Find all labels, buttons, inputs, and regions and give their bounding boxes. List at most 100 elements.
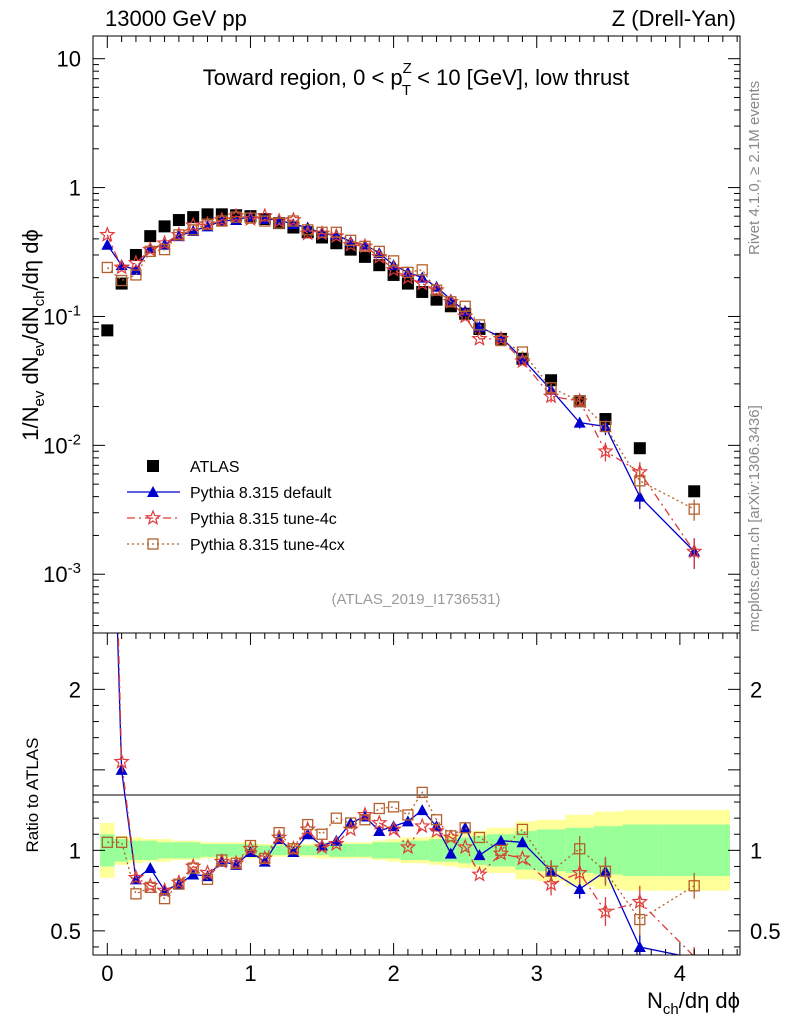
main-point-atlas	[144, 230, 157, 243]
ratio-band-inner	[143, 840, 158, 861]
main-point-tune4cx	[158, 243, 171, 256]
ratio-point-tune4cx	[230, 857, 242, 869]
title-post: < 10 [GeV], low thrust	[411, 65, 629, 90]
main-point-tune4cx	[387, 255, 400, 267]
ratio-point-tune4cx	[115, 836, 128, 848]
header-left: 13000 GeV pp	[105, 6, 247, 31]
main-marks	[99, 207, 703, 569]
ratio-y-tick-label-right: 2	[750, 677, 762, 702]
ratio-band-inner	[386, 842, 401, 859]
ratio-point-tune4c	[399, 838, 417, 855]
ratio-point-tune4c	[199, 864, 216, 880]
ratio-band-inner	[415, 840, 430, 861]
ratio-y-ticks: 0.5 0.5 1 1 2 2	[50, 656, 781, 948]
main-point-tune4cx	[259, 215, 271, 227]
main-point-tune4c	[685, 542, 703, 559]
ratio-point-tune4c	[113, 753, 130, 769]
ratio-point-default	[444, 847, 457, 859]
legend-marker-tune4cx	[147, 538, 159, 550]
ratio-point-tune4cx	[330, 812, 342, 824]
main-point-tune4cx	[634, 475, 646, 487]
ratio-point-tune4c	[413, 817, 431, 834]
main-point-default	[516, 352, 529, 364]
main-point-tune4cx	[101, 261, 113, 274]
ratio-band-inner	[329, 843, 344, 857]
ratio-point-tune4c	[370, 814, 388, 830]
ratio-point-tune4cx	[187, 862, 199, 874]
main-point-tune4cx	[416, 264, 428, 276]
ratio-band-inner	[622, 824, 659, 877]
main-line-tune4c	[106, 215, 695, 552]
ratio-point-tune4cx	[387, 801, 400, 813]
main-line-default	[106, 215, 695, 552]
ratio-point-tune4cx	[459, 822, 471, 834]
ratio-frame	[92, 632, 741, 956]
main-point-tune4cx	[373, 245, 385, 258]
ratio-point-tune4cx	[516, 823, 529, 836]
main-y-tick-label: 10-2	[43, 431, 81, 458]
ratio-point-tune4cx	[634, 913, 646, 926]
main-point-atlas	[115, 277, 128, 290]
ratio-band-inner	[200, 843, 215, 857]
main-point-tune4c	[256, 207, 273, 224]
ratio-band-inner	[658, 824, 730, 877]
ratio-point-tune4c	[514, 849, 531, 866]
ratio-point-default	[115, 763, 128, 775]
ratio-point-default	[187, 868, 200, 880]
ratio-point-default	[416, 804, 429, 816]
ratio-x-tick-label: 4	[674, 961, 686, 986]
main-point-tune4cx	[473, 319, 486, 331]
title-sub: T	[402, 82, 411, 99]
main-point-tune4c	[99, 226, 116, 242]
ratio-y-tick-label-left: 2	[69, 677, 81, 702]
main-point-tune4c	[156, 234, 173, 251]
main-point-tune4cx	[445, 296, 457, 308]
legend-label-default: Pythia 8.315 default	[190, 485, 332, 502]
main-point-default	[115, 259, 128, 271]
main-point-tune4c	[184, 216, 202, 233]
main-point-tune4c	[597, 442, 614, 459]
legend: ATLAS Pythia 8.315 default Pythia 8.315 tu…	[127, 459, 345, 554]
ratio-point-tune4cx	[130, 888, 142, 900]
main-y-axis-label: 1/Nev dNev/dNch/dη dϕ	[18, 229, 48, 441]
ratio-x-tick-label: 3	[531, 961, 543, 986]
ratio-point-tune4c	[127, 869, 145, 885]
main-point-tune4cx	[345, 234, 357, 246]
main-point-tune4c	[414, 274, 431, 291]
ratio-line-default	[116, 633, 682, 955]
main-point-tune4cx	[516, 346, 529, 358]
ratio-point-default	[573, 882, 586, 894]
main-point-atlas	[633, 442, 646, 455]
main-point-tune4cx	[599, 420, 612, 433]
main-point-tune4c	[456, 307, 474, 324]
ratio-point-tune4cx	[574, 843, 586, 855]
main-point-tune4cx	[230, 211, 242, 223]
mcplots-label: mcplots.cern.ch [arXiv:1306.3436]	[746, 405, 763, 632]
ratio-point-default	[401, 815, 414, 827]
ratio-point-tune4cx	[244, 839, 257, 852]
ratio-point-tune4c	[471, 865, 488, 882]
ratio-point-default	[230, 858, 243, 870]
main-point-tune4cx	[287, 215, 300, 227]
ratio-band-inner	[186, 842, 201, 859]
ratio-panel: 0.5 0.5 1 1 2 2 0 1 2 3 4 Ratio to ATLAS Nch/dη d…	[23, 632, 781, 1018]
ratio-y-tick-label-right: 0.5	[750, 919, 781, 944]
ratio-point-tune4c	[571, 864, 588, 880]
ratio-band-inner	[271, 845, 287, 856]
ratio-point-tune4cx	[373, 802, 385, 815]
ratio-point-tune4cx	[259, 852, 271, 865]
title-sup: Z	[403, 60, 412, 77]
main-point-default	[187, 225, 200, 237]
ratio-band-inner	[300, 845, 315, 856]
ratio-y-tick-label-left: 0.5	[50, 919, 81, 944]
main-point-tune4cx	[402, 266, 414, 278]
ratio-band-inner	[171, 842, 187, 859]
main-point-atlas	[430, 293, 443, 306]
ratio-y-tick-label-left: 1	[69, 838, 81, 863]
main-point-tune4cx	[302, 224, 314, 236]
ratio-x-tick-label: 1	[244, 961, 256, 986]
main-point-tune4cx	[187, 224, 199, 236]
main-point-default	[344, 235, 357, 247]
ratio-band-inner	[157, 842, 172, 859]
